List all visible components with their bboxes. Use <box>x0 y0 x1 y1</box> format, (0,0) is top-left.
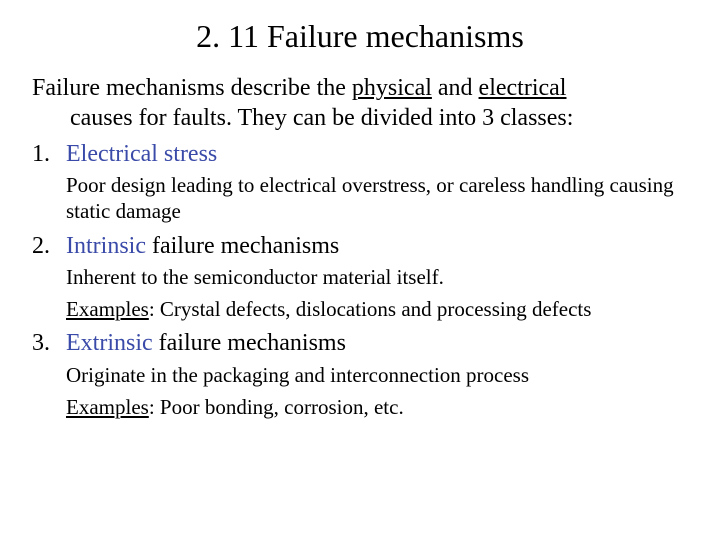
item-3-label-rest: failure mechanisms <box>153 330 346 356</box>
item-1-sub: Poor design leading to electrical overst… <box>28 172 692 225</box>
item-2-examples-label: Examples <box>66 297 149 321</box>
intro-line2: causes for faults. They can be divided i… <box>32 103 692 133</box>
intro-text: Failure mechanisms describe the physical… <box>28 73 692 133</box>
intro-part-a: Failure mechanisms describe the <box>32 75 352 101</box>
item-1-label: Electrical stress <box>66 141 217 167</box>
intro-u-physical: physical <box>352 75 432 101</box>
item-2-sub1: Inherent to the semiconductor material i… <box>28 264 692 290</box>
intro-u-electrical: electrical <box>479 75 567 101</box>
item-2-examples-text: : Crystal defects, dislocations and proc… <box>149 297 592 321</box>
item-2-number: 2. <box>32 231 66 262</box>
item-3-examples-label: Examples <box>66 395 149 419</box>
slide: 2. 11 Failure mechanisms Failure mechani… <box>0 0 720 540</box>
item-3-sub1: Originate in the packaging and interconn… <box>28 362 692 388</box>
item-3-number: 3. <box>32 328 66 359</box>
item-3: 3.Extrinsic failure mechanisms <box>28 328 692 359</box>
item-2-label-rest: failure mechanisms <box>146 233 339 259</box>
item-2-label-blue: Intrinsic <box>66 233 146 259</box>
item-3-sub2: Examples: Poor bonding, corrosion, etc. <box>28 394 692 420</box>
item-3-examples-text: : Poor bonding, corrosion, etc. <box>149 395 404 419</box>
slide-title: 2. 11 Failure mechanisms <box>28 18 692 55</box>
item-1: 1.Electrical stress <box>28 139 692 170</box>
item-1-number: 1. <box>32 139 66 170</box>
intro-part-c: and <box>432 75 479 101</box>
item-2: 2.Intrinsic failure mechanisms <box>28 231 692 262</box>
item-3-label-blue: Extrinsic <box>66 330 153 356</box>
item-2-sub2: Examples: Crystal defects, dislocations … <box>28 296 692 322</box>
